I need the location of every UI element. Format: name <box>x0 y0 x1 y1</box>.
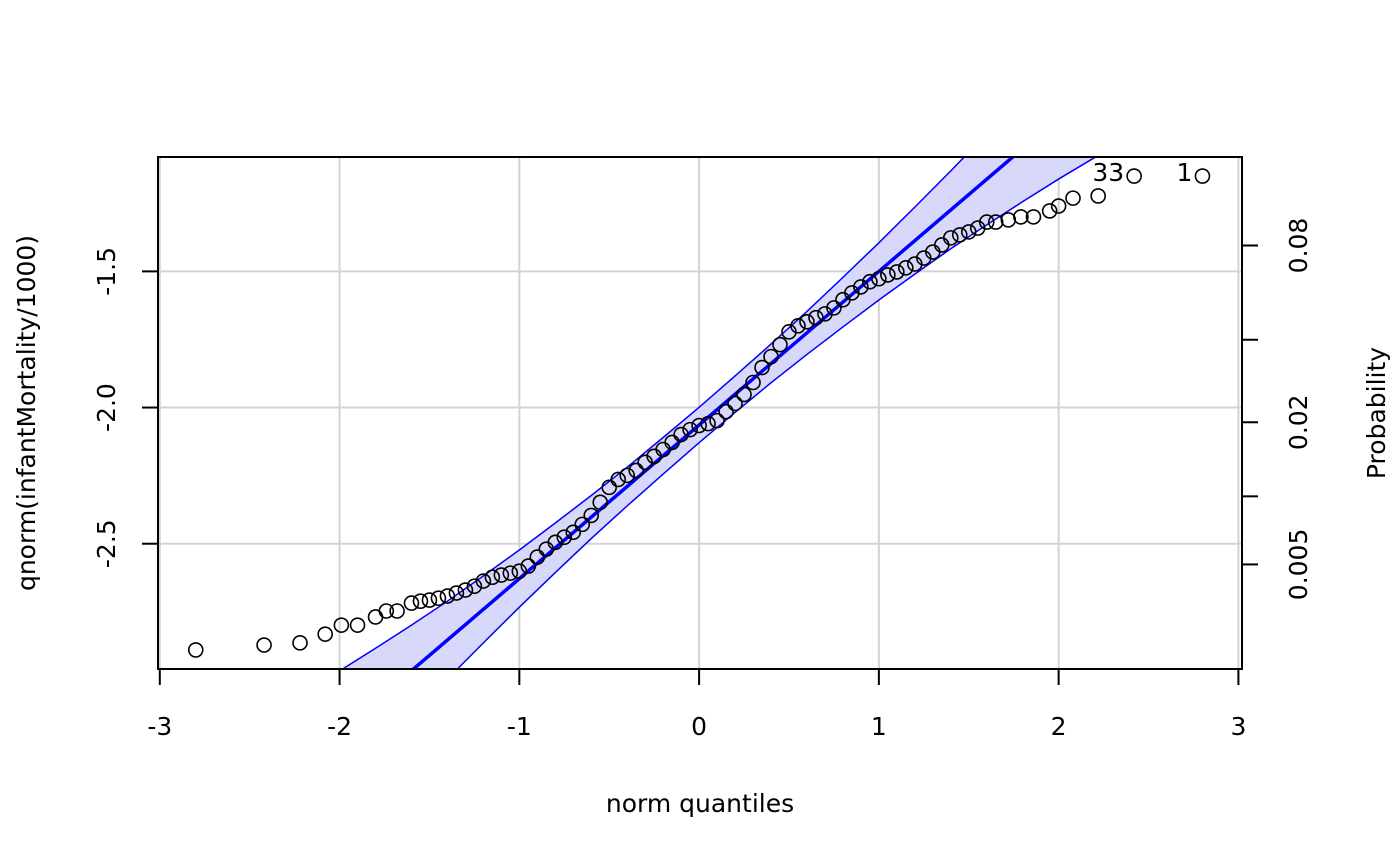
data-point <box>745 374 761 391</box>
data-point <box>187 642 204 658</box>
data-point <box>574 516 591 533</box>
data-point <box>1065 190 1081 206</box>
data-point <box>292 635 308 651</box>
data-point <box>799 313 815 330</box>
data-point <box>583 507 600 524</box>
data-point <box>349 617 366 633</box>
data-point <box>853 279 869 295</box>
data-point <box>556 529 573 545</box>
data-point <box>1050 198 1067 214</box>
data-point <box>565 524 582 541</box>
y-axis-label: qnorm(infantMortality/1000) <box>12 235 41 591</box>
x-tick-label: 0 <box>691 712 707 741</box>
data-point <box>439 588 456 604</box>
data-point <box>592 494 609 511</box>
x-tick-label: 2 <box>1051 712 1067 741</box>
y-tick-label: -2.0 <box>92 383 121 432</box>
y2-axis-label: Probability <box>1362 347 1391 479</box>
data-point <box>664 434 680 451</box>
data-point <box>862 273 878 290</box>
data-point <box>736 386 752 403</box>
data-point <box>978 214 995 230</box>
data-point <box>871 270 887 287</box>
data-point <box>700 415 716 432</box>
y-tick-label: -2.5 <box>92 519 121 568</box>
data-point <box>475 573 492 589</box>
data-point <box>673 426 689 443</box>
data-point <box>1090 188 1106 204</box>
y2-tick-label: 0.08 <box>1284 218 1313 274</box>
x-axis-label: norm quantiles <box>606 789 794 818</box>
y-tick-label: -1.5 <box>92 247 121 296</box>
confidence-band <box>342 157 1096 669</box>
data-point <box>1126 168 1142 184</box>
data-point <box>448 585 465 601</box>
data-point <box>378 603 395 619</box>
x-tick-label: -3 <box>147 712 172 741</box>
data-point <box>520 558 537 574</box>
data-point <box>610 471 627 488</box>
data-point <box>466 578 483 595</box>
data-point <box>889 264 905 280</box>
data-point <box>1000 212 1017 228</box>
data-point <box>256 637 272 653</box>
data-point <box>389 603 405 619</box>
data-point <box>601 479 618 496</box>
data-point <box>682 421 698 438</box>
data-point <box>826 300 842 316</box>
data-point <box>1194 168 1211 184</box>
envelope-lower <box>456 157 1098 669</box>
x-tick-label: -2 <box>327 712 352 741</box>
data-point <box>403 595 420 611</box>
data-point <box>1025 209 1042 225</box>
data-point <box>898 260 914 276</box>
data-point <box>529 549 546 565</box>
data-point <box>628 462 644 479</box>
point-label: 33 <box>1092 158 1124 187</box>
data-point <box>367 609 384 625</box>
point-label: 1 <box>1177 158 1193 187</box>
data-point <box>772 336 788 353</box>
data-point <box>763 348 779 365</box>
data-point <box>942 230 959 246</box>
y2-tick-label: 0.02 <box>1284 394 1313 450</box>
data-point <box>457 582 474 598</box>
data-point <box>987 214 1004 230</box>
data-point <box>790 318 806 334</box>
x-tick-label: 1 <box>871 712 887 741</box>
data-point <box>619 467 635 484</box>
data-point <box>493 567 510 583</box>
data-point <box>951 227 968 243</box>
data-point <box>1041 203 1058 219</box>
data-point <box>421 592 438 608</box>
data-point <box>511 563 528 580</box>
x-tick-label: 3 <box>1230 712 1246 741</box>
data-point <box>880 267 896 283</box>
data-point <box>727 395 743 412</box>
envelope-upper <box>341 157 966 669</box>
data-point <box>754 359 770 376</box>
y2-tick-label: 0.005 <box>1284 529 1313 601</box>
data-point <box>430 590 447 606</box>
data-point <box>502 565 519 581</box>
x-tick-label: -1 <box>507 712 532 741</box>
data-point <box>412 593 429 609</box>
data-point <box>317 626 333 642</box>
data-point <box>691 417 707 434</box>
data-point <box>1013 209 1029 225</box>
data-point <box>808 309 824 326</box>
data-point <box>333 617 350 633</box>
data-point <box>718 403 734 420</box>
reference-line <box>410 157 1016 669</box>
data-point <box>709 412 725 429</box>
data-point <box>547 534 564 551</box>
data-point <box>960 224 977 240</box>
data-point <box>484 569 501 586</box>
